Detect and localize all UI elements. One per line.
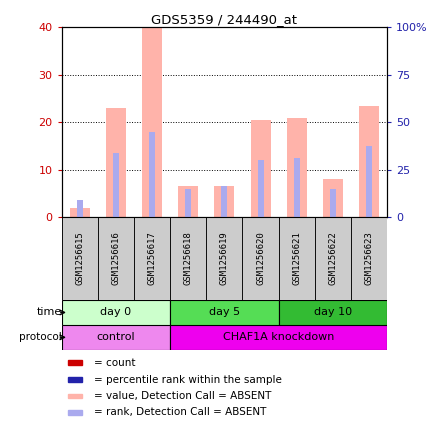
Text: = count: = count bbox=[94, 357, 136, 368]
Bar bbox=[68, 410, 82, 415]
FancyBboxPatch shape bbox=[170, 217, 206, 300]
FancyBboxPatch shape bbox=[62, 217, 98, 300]
Text: = rank, Detection Call = ABSENT: = rank, Detection Call = ABSENT bbox=[94, 407, 267, 418]
Bar bbox=[257, 160, 264, 217]
FancyBboxPatch shape bbox=[170, 300, 279, 325]
Bar bbox=[294, 158, 300, 217]
Bar bbox=[70, 208, 90, 217]
Title: GDS5359 / 244490_at: GDS5359 / 244490_at bbox=[151, 14, 297, 26]
Text: GSM1256620: GSM1256620 bbox=[256, 232, 265, 286]
Text: GSM1256622: GSM1256622 bbox=[328, 232, 337, 286]
Text: GSM1256616: GSM1256616 bbox=[111, 232, 121, 286]
Text: day 5: day 5 bbox=[209, 308, 240, 318]
FancyBboxPatch shape bbox=[315, 217, 351, 300]
Bar bbox=[214, 186, 235, 217]
Text: GSM1256621: GSM1256621 bbox=[292, 232, 301, 286]
Text: = value, Detection Call = ABSENT: = value, Detection Call = ABSENT bbox=[94, 391, 271, 401]
Bar bbox=[251, 120, 271, 217]
Bar bbox=[359, 106, 379, 217]
FancyBboxPatch shape bbox=[351, 217, 387, 300]
Bar bbox=[106, 108, 126, 217]
Bar bbox=[77, 201, 83, 217]
Bar bbox=[221, 186, 227, 217]
Text: GSM1256615: GSM1256615 bbox=[75, 232, 84, 286]
Text: GSM1256623: GSM1256623 bbox=[365, 232, 374, 286]
Text: day 0: day 0 bbox=[100, 308, 132, 318]
Text: GSM1256619: GSM1256619 bbox=[220, 232, 229, 286]
Text: = percentile rank within the sample: = percentile rank within the sample bbox=[94, 375, 282, 385]
Bar bbox=[68, 393, 82, 398]
Bar bbox=[287, 118, 307, 217]
Bar bbox=[366, 146, 372, 217]
Bar bbox=[185, 189, 191, 217]
FancyBboxPatch shape bbox=[242, 217, 279, 300]
FancyBboxPatch shape bbox=[279, 300, 387, 325]
Bar bbox=[149, 132, 155, 217]
Text: protocol: protocol bbox=[19, 332, 62, 342]
Text: GSM1256617: GSM1256617 bbox=[147, 232, 157, 286]
Text: time: time bbox=[37, 308, 62, 318]
Bar bbox=[178, 186, 198, 217]
Text: CHAF1A knockdown: CHAF1A knockdown bbox=[223, 332, 334, 342]
FancyBboxPatch shape bbox=[62, 325, 170, 350]
FancyBboxPatch shape bbox=[134, 217, 170, 300]
Text: day 10: day 10 bbox=[314, 308, 352, 318]
FancyBboxPatch shape bbox=[98, 217, 134, 300]
Bar bbox=[113, 153, 119, 217]
FancyBboxPatch shape bbox=[279, 217, 315, 300]
Bar bbox=[68, 377, 82, 382]
Bar bbox=[68, 360, 82, 365]
FancyBboxPatch shape bbox=[206, 217, 242, 300]
Text: GSM1256618: GSM1256618 bbox=[184, 232, 193, 286]
Bar bbox=[330, 189, 336, 217]
Text: control: control bbox=[96, 332, 135, 342]
Bar bbox=[323, 179, 343, 217]
Bar bbox=[142, 27, 162, 217]
FancyBboxPatch shape bbox=[62, 300, 170, 325]
FancyBboxPatch shape bbox=[170, 325, 387, 350]
